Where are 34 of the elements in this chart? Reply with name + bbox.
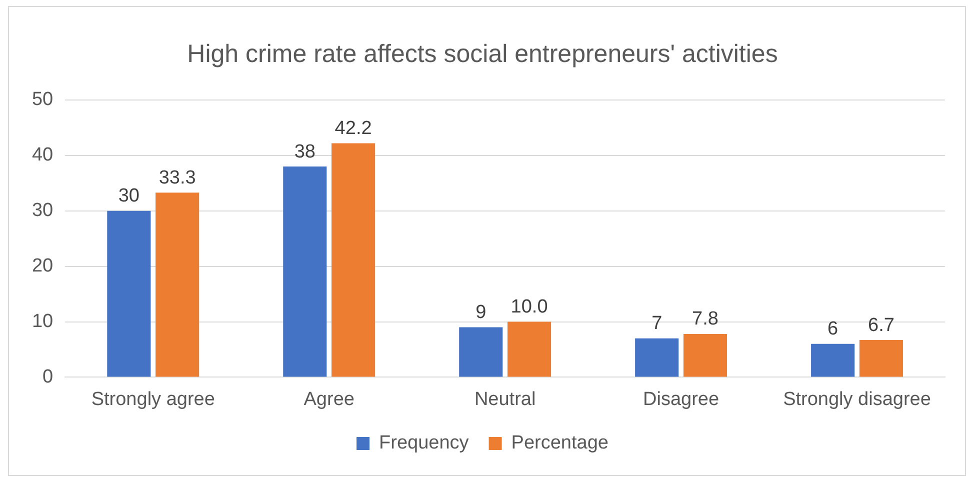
bar [683, 334, 728, 377]
x-tick-label: Disagree [643, 388, 720, 410]
x-tick-label: Strongly agree [91, 388, 215, 410]
y-tick-label: 30 [32, 200, 54, 222]
x-tick-label: Strongly disagree [783, 388, 931, 410]
y-tick-label: 10 [32, 310, 54, 332]
y-tick-label: 50 [32, 89, 54, 110]
data-label: 38 [294, 141, 316, 162]
y-tick-label: 0 [42, 366, 54, 388]
bar [507, 322, 552, 377]
y-tick-label: 40 [32, 144, 54, 166]
data-label: 7 [652, 313, 662, 334]
legend-label: Percentage [511, 432, 608, 454]
bar [332, 143, 376, 377]
bar [156, 192, 200, 377]
legend-label: Frequency [379, 432, 470, 454]
data-label: 10.0 [510, 296, 548, 318]
data-label: 33.3 [158, 167, 196, 188]
data-label: 42.2 [334, 118, 372, 139]
x-tick-label: Agree [304, 388, 354, 410]
bar [283, 166, 327, 377]
bar [635, 338, 679, 377]
data-label: 7.8 [692, 308, 718, 330]
bar [811, 344, 855, 377]
x-tick-label: Neutral [474, 388, 536, 410]
data-label: 9 [476, 302, 486, 324]
chart-title: High crime rate affects social entrepreneurs' activities [187, 40, 778, 68]
data-label: 30 [118, 186, 140, 207]
data-label: 6 [828, 318, 838, 340]
bar [859, 340, 903, 377]
y-tick-label: 20 [32, 256, 54, 277]
bar [459, 327, 503, 377]
data-label: 6.7 [868, 314, 894, 336]
bar [107, 210, 151, 377]
